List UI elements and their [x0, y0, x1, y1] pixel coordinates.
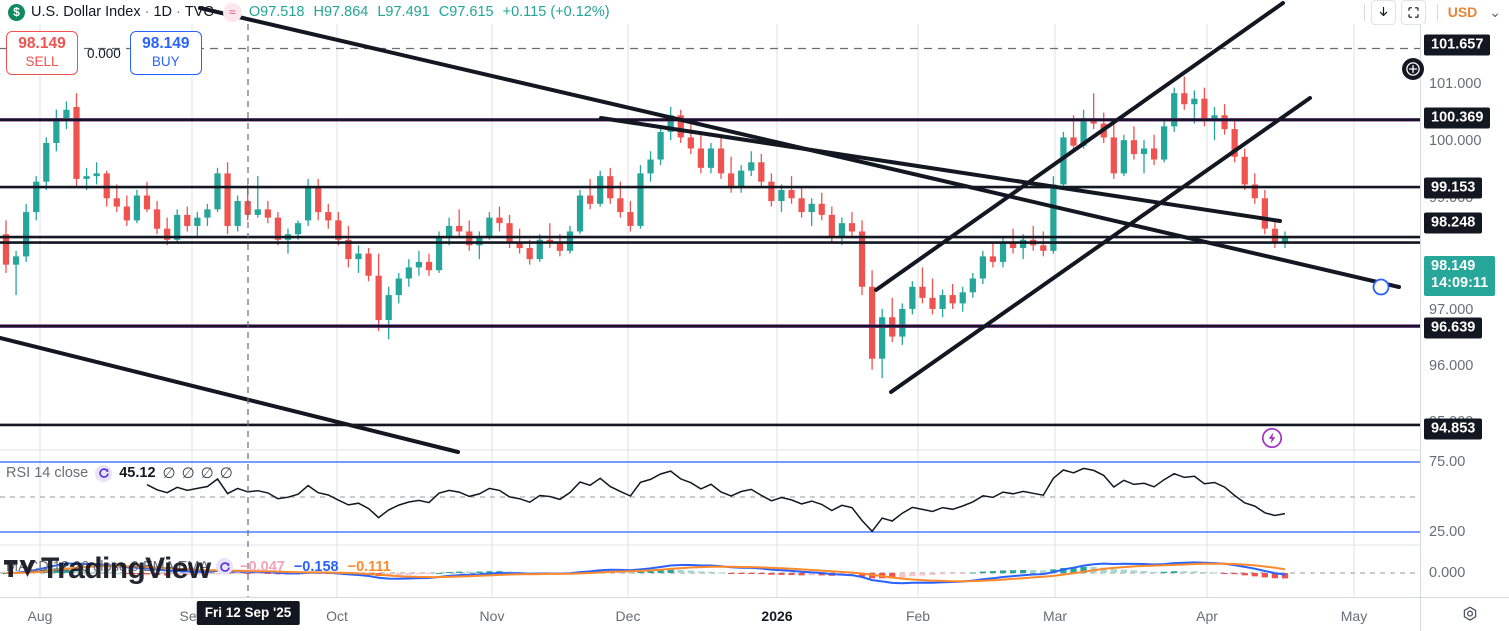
symbol-logo-icon: $: [8, 3, 25, 21]
price-level-pill[interactable]: 96.639: [1424, 317, 1483, 339]
sell-label: SELL: [25, 53, 59, 69]
live-price-time: 14:09:11: [1431, 275, 1489, 292]
time-tick: 2026: [761, 608, 793, 624]
buy-price: 98.149: [142, 35, 190, 52]
price-level-pill[interactable]: 94.853: [1424, 418, 1483, 440]
price-tick: 100.000: [1429, 133, 1482, 149]
crosshair-time-pill: Fri 12 Sep '25: [196, 601, 300, 625]
chevron-down-icon: ⌄: [1489, 3, 1501, 20]
trendline: [599, 116, 1282, 223]
time-tick: Apr: [1196, 608, 1218, 624]
price-level-pill[interactable]: 98.248: [1424, 212, 1483, 234]
timezone-settings-icon[interactable]: [1461, 605, 1479, 628]
chart-interval[interactable]: 1D: [153, 4, 172, 20]
trendline: [874, 1, 1285, 292]
price-level-pill[interactable]: 101.657: [1424, 34, 1491, 56]
time-tick: Feb: [905, 608, 931, 624]
time-axis-divider: [1420, 598, 1421, 631]
lightning-alert-icon[interactable]: [1261, 427, 1283, 454]
price-tick: 96.000: [1429, 358, 1474, 374]
header-divider-2: [1436, 3, 1438, 21]
sell-button[interactable]: 98.149 SELL: [6, 31, 78, 76]
rsi-line: [146, 467, 1286, 533]
ohlc-high-value: 97.864: [323, 4, 369, 20]
currency-label: USD: [1447, 4, 1478, 20]
trendline: [889, 96, 1312, 394]
refresh-icon[interactable]: [216, 558, 234, 575]
macd-signal-value: −0.111: [347, 558, 391, 575]
live-price-value: 98.149: [1431, 258, 1476, 274]
time-tick: May: [1340, 608, 1368, 624]
rsi-series: [146, 467, 1286, 533]
time-axis[interactable]: Aug Sep Oct Nov Dec 2026 Feb Mar Apr May Fri 12 S…: [0, 597, 1509, 631]
ohlc-close: C97.615: [439, 4, 494, 20]
time-tick: Dec: [615, 608, 641, 624]
price-axis[interactable]: 101.000100.00099.00097.00096.00095.00075…: [1402, 24, 1509, 598]
ohlc-change: +0.115 (+0.12%): [502, 4, 610, 20]
chart-header: $ U.S. Dollar Index · 1D · TVC ≈ O97.518…: [0, 0, 1509, 24]
trendline-endpoint-handle[interactable]: [1372, 278, 1390, 296]
ohlc-open-label: O: [248, 4, 261, 20]
add-alert-icon[interactable]: [1402, 58, 1424, 80]
macd-legend-title[interactable]: MACD 12 26 close 9 EMA EMA: [6, 558, 210, 575]
rsi-null-2: ∅: [181, 465, 195, 482]
macd-legend: MACD 12 26 close 9 EMA EMA −0.047 −0.158…: [6, 558, 391, 575]
time-tick: Mar: [1042, 608, 1068, 624]
refresh-icon[interactable]: [95, 464, 113, 482]
horizontal-price-levels: [0, 47, 1421, 427]
header-separator-2: ·: [176, 4, 181, 20]
time-tick: Aug: [27, 608, 53, 624]
ohlc-high: H97.864: [313, 4, 368, 20]
indicator-tick: 75.00: [1429, 454, 1466, 470]
price-level-pill[interactable]: 100.369: [1424, 107, 1491, 129]
currency-selector[interactable]: USD ⌄: [1444, 4, 1509, 21]
trendline: [0, 336, 460, 454]
live-price-pill: 98.149 14:09:11: [1424, 256, 1496, 297]
buy-label: BUY: [151, 53, 180, 69]
exchange-name[interactable]: TVC: [184, 4, 214, 20]
macd-line-value: −0.158: [293, 558, 339, 575]
price-tick: 101.000: [1429, 76, 1482, 92]
trendline-drawings: [0, 1, 1401, 454]
macd-histogram-value: −0.047: [240, 558, 285, 575]
ohlc-low-value: 97.491: [385, 4, 430, 20]
ohlc-low: L97.491: [377, 4, 429, 20]
fullscreen-icon[interactable]: [1400, 0, 1426, 25]
price-level-pill[interactable]: 99.153: [1424, 177, 1483, 199]
header-separator-1: ·: [144, 4, 150, 20]
indicator-tick: 0.000: [1429, 565, 1466, 581]
ohlc-close-value: 97.615: [449, 4, 494, 20]
rsi-legend: RSI 14 close 45.12 ∅ ∅ ∅ ∅: [6, 464, 239, 482]
candlestick-series: [2, 76, 1289, 379]
rsi-legend-title[interactable]: RSI 14 close: [6, 465, 89, 481]
symbol-name[interactable]: U.S. Dollar Index: [31, 4, 141, 20]
ohlc-high-label: H: [313, 4, 324, 20]
rsi-null-4: ∅: [219, 465, 233, 482]
time-tick: Nov: [479, 608, 505, 624]
ohlc-open: O97.518: [249, 4, 305, 20]
rsi-null-1: ∅: [162, 465, 176, 482]
rsi-value: 45.12: [119, 465, 156, 481]
buy-sell-widget: 98.149 SELL 0.000 98.149 BUY: [6, 31, 202, 76]
rsi-null-3: ∅: [200, 465, 214, 482]
price-tick: 97.000: [1429, 302, 1474, 318]
indicator-tick: 25.00: [1429, 524, 1466, 540]
ohlc-close-label: C: [438, 4, 450, 20]
sell-price: 98.149: [18, 35, 66, 52]
time-tick: Oct: [326, 608, 348, 624]
buy-button[interactable]: 98.149 BUY: [129, 31, 202, 76]
trendline: [198, 6, 1401, 289]
spread-value: 0.000: [87, 45, 121, 61]
ohlc-open-value: 97.518: [260, 4, 305, 20]
approx-quote-icon: ≈: [222, 2, 242, 22]
